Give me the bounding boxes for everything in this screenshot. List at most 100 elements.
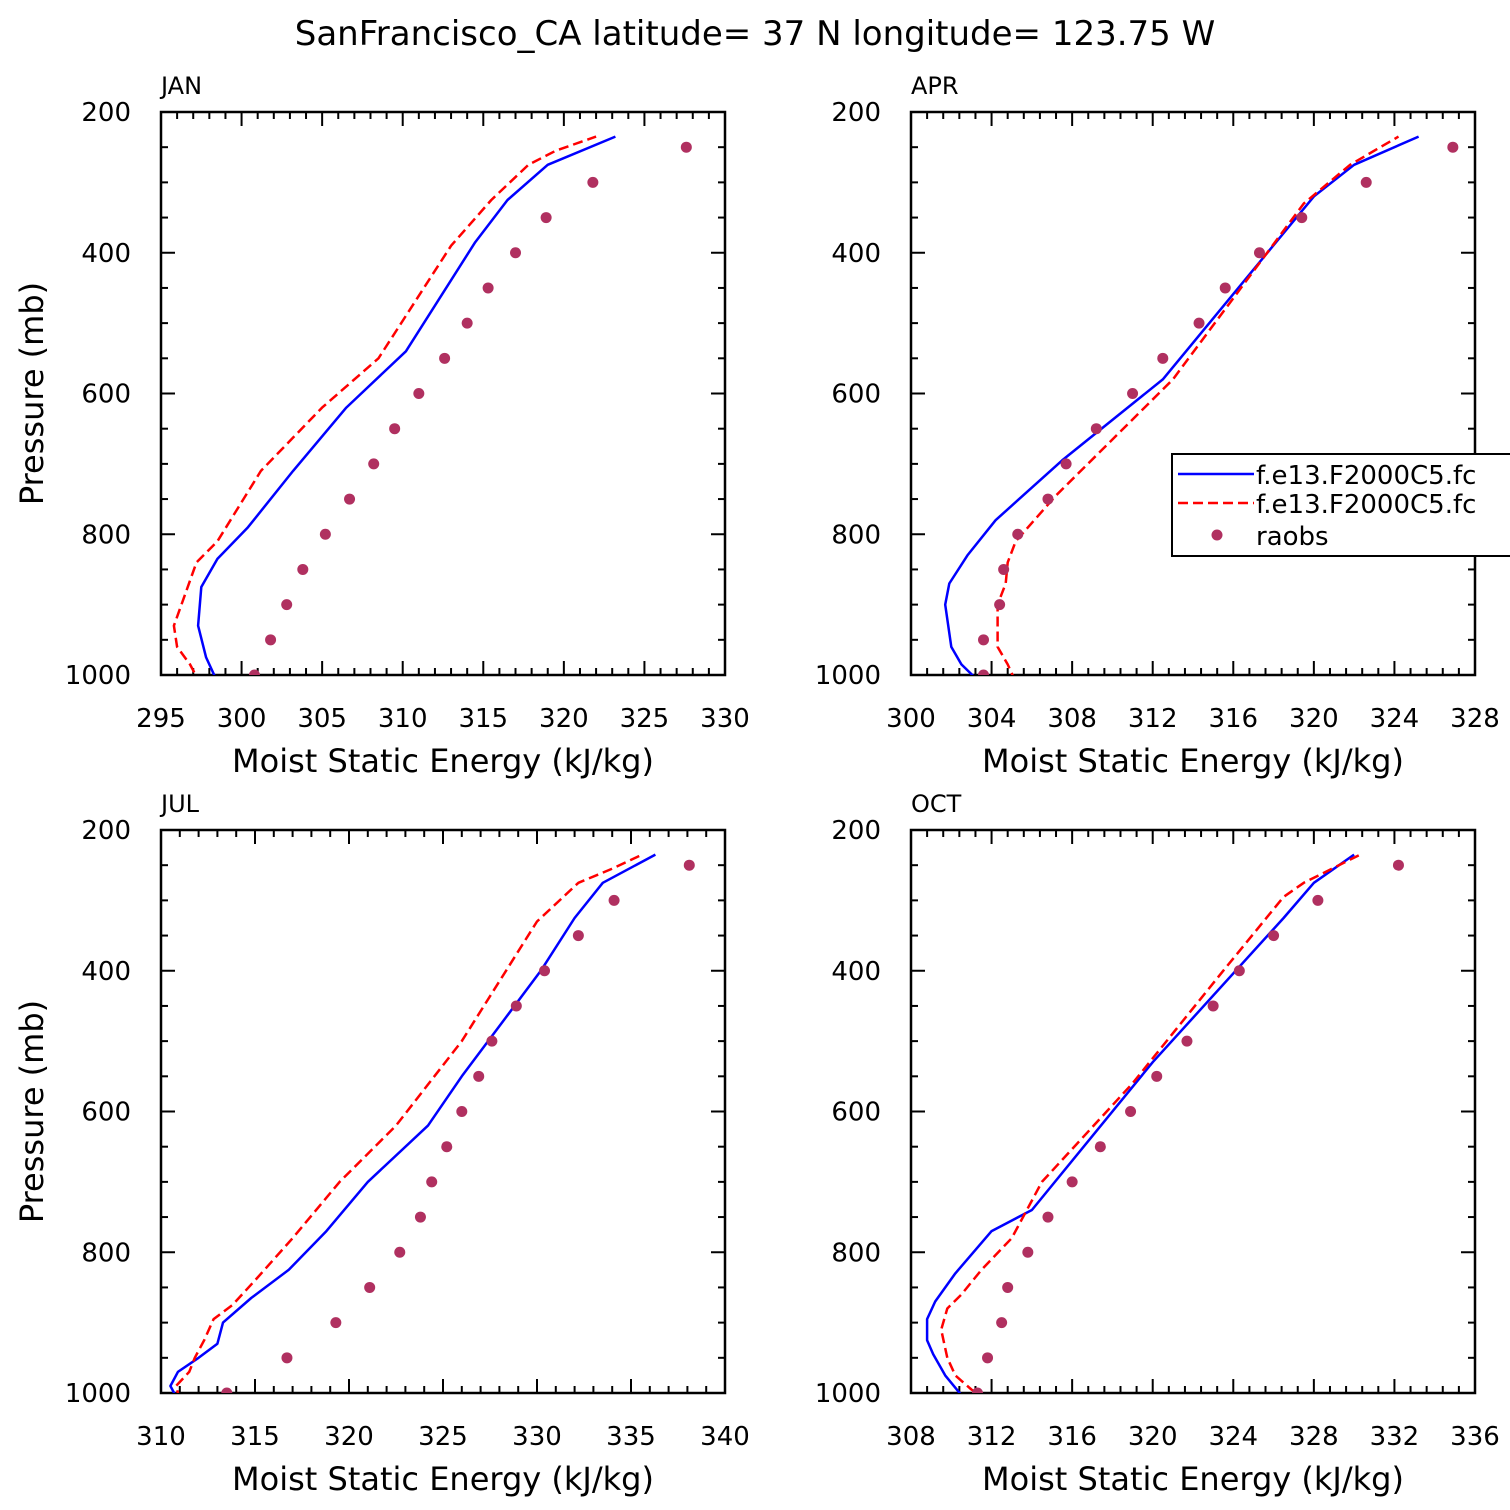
raobs-point bbox=[414, 1211, 426, 1223]
raobs-point bbox=[978, 634, 990, 646]
raobs-point bbox=[394, 1246, 406, 1258]
raobs-point bbox=[572, 930, 584, 942]
y-tick-label: 400 bbox=[831, 957, 881, 987]
y-tick-label: 200 bbox=[81, 98, 131, 128]
raobs-point bbox=[1157, 352, 1169, 364]
y-tick-label: 1000 bbox=[65, 1379, 131, 1409]
x-tick-label: 320 bbox=[324, 1422, 374, 1452]
raobs-point bbox=[344, 493, 356, 505]
raobs-point bbox=[1022, 1246, 1034, 1258]
plot-frame bbox=[909, 828, 1477, 1395]
figure-title: SanFrancisco_CA latitude= 37 N longitude… bbox=[295, 14, 1216, 54]
raobs-point bbox=[456, 1106, 468, 1117]
raobs-point bbox=[540, 212, 552, 224]
x-tick-label: 324 bbox=[1208, 1422, 1258, 1452]
y-tick-label: 600 bbox=[831, 1098, 881, 1128]
y-tick-label: 1000 bbox=[815, 661, 881, 691]
x-axis-title: Moist Static Energy (kJ/kg) bbox=[982, 742, 1404, 780]
y-axis-title: Pressure (mb) bbox=[13, 1000, 51, 1223]
x-tick-label: 332 bbox=[1370, 1422, 1420, 1452]
raobs-point bbox=[994, 599, 1006, 611]
raobs-point bbox=[1066, 1176, 1078, 1188]
y-tick-label: 400 bbox=[831, 239, 881, 269]
legend-label: f.e13.F2000C5.fc bbox=[1256, 490, 1476, 520]
panel-label: JUL bbox=[159, 790, 200, 818]
raobs-point bbox=[426, 1176, 438, 1188]
raobs-point bbox=[982, 1352, 994, 1364]
raobs-point bbox=[248, 669, 260, 675]
raobs-point bbox=[281, 1352, 293, 1364]
panel-jul: 310 315 320 325 330 335 340 200 400 600 800 1000 JUL… bbox=[13, 790, 750, 1498]
raobs-point bbox=[1193, 317, 1205, 329]
x-axis-title: Moist Static Energy (kJ/kg) bbox=[232, 1460, 654, 1498]
raobs-point bbox=[971, 1387, 983, 1393]
x-tick-label: 312 bbox=[967, 1422, 1017, 1452]
raobs-point bbox=[1233, 965, 1245, 977]
y-tick-label: 800 bbox=[831, 1238, 881, 1268]
series-group bbox=[172, 135, 692, 675]
model-solid-line bbox=[169, 853, 656, 1393]
panel-label: JAN bbox=[159, 72, 202, 100]
raobs-point bbox=[439, 352, 451, 364]
x-tick-label: 295 bbox=[136, 704, 186, 734]
x-axis-title: Moist Static Energy (kJ/kg) bbox=[982, 1460, 1404, 1498]
raobs-point bbox=[1042, 493, 1054, 505]
x-tick-label: 310 bbox=[136, 1422, 186, 1452]
raobs-point bbox=[1151, 1070, 1163, 1082]
model-dashed-line bbox=[172, 135, 597, 675]
y-tick-label: 600 bbox=[831, 380, 881, 410]
x-tick-label: 310 bbox=[378, 704, 428, 734]
y-tick-label: 1000 bbox=[815, 1379, 881, 1409]
x-tick-label: 305 bbox=[297, 704, 347, 734]
raobs-point bbox=[319, 528, 331, 540]
x-tick-label: 312 bbox=[1128, 704, 1178, 734]
raobs-point bbox=[996, 1317, 1008, 1329]
x-tick-label: 308 bbox=[1047, 704, 1097, 734]
y-tick-label: 200 bbox=[831, 98, 881, 128]
model-dashed-line bbox=[174, 853, 643, 1393]
x-tick-label: 340 bbox=[700, 1422, 750, 1452]
raobs-point bbox=[1392, 859, 1404, 871]
plot-frame bbox=[909, 110, 1477, 677]
raobs-point bbox=[221, 1387, 233, 1393]
model-dashed-line bbox=[939, 853, 1361, 1393]
x-tick-label: 330 bbox=[700, 704, 750, 734]
raobs-point bbox=[1207, 1000, 1219, 1012]
model-dashed-line bbox=[996, 135, 1400, 675]
raobs-point bbox=[1127, 388, 1139, 399]
plot-frame bbox=[159, 110, 727, 677]
raobs-point bbox=[1447, 141, 1459, 153]
x-tick-label: 325 bbox=[620, 704, 670, 734]
y-tick-label: 800 bbox=[81, 1238, 131, 1268]
raobs-point bbox=[473, 1070, 485, 1082]
y-tick-label: 800 bbox=[831, 520, 881, 550]
raobs-point bbox=[1012, 528, 1024, 540]
x-tick-label: 300 bbox=[886, 704, 936, 734]
raobs-point bbox=[510, 247, 522, 259]
raobs-point bbox=[281, 599, 293, 611]
series-group bbox=[169, 853, 695, 1393]
y-tick-label: 600 bbox=[81, 1098, 131, 1128]
raobs-point bbox=[413, 388, 425, 399]
series-group bbox=[925, 853, 1404, 1393]
x-tick-label: 320 bbox=[1289, 704, 1339, 734]
panel-oct: 308 312 316 320 324 328 332 336 200 400 600 800 1000… bbox=[815, 790, 1500, 1498]
legend-box bbox=[1171, 453, 1510, 557]
raobs-point bbox=[482, 282, 494, 294]
raobs-point bbox=[683, 859, 695, 871]
x-tick-label: 320 bbox=[1128, 1422, 1178, 1452]
x-tick-label: 304 bbox=[967, 704, 1017, 734]
y-tick-label: 800 bbox=[81, 520, 131, 550]
raobs-point bbox=[364, 1281, 376, 1293]
x-tick-label: 328 bbox=[1289, 1422, 1339, 1452]
x-tick-label: 320 bbox=[539, 704, 589, 734]
x-tick-label: 328 bbox=[1450, 704, 1500, 734]
legend-label: f.e13.F2000C5.fc bbox=[1256, 461, 1476, 491]
y-tick-label: 400 bbox=[81, 239, 131, 269]
raobs-point bbox=[1360, 176, 1372, 188]
y-tick-label: 200 bbox=[831, 816, 881, 846]
raobs-point bbox=[389, 423, 401, 435]
raobs-point bbox=[1060, 458, 1072, 470]
